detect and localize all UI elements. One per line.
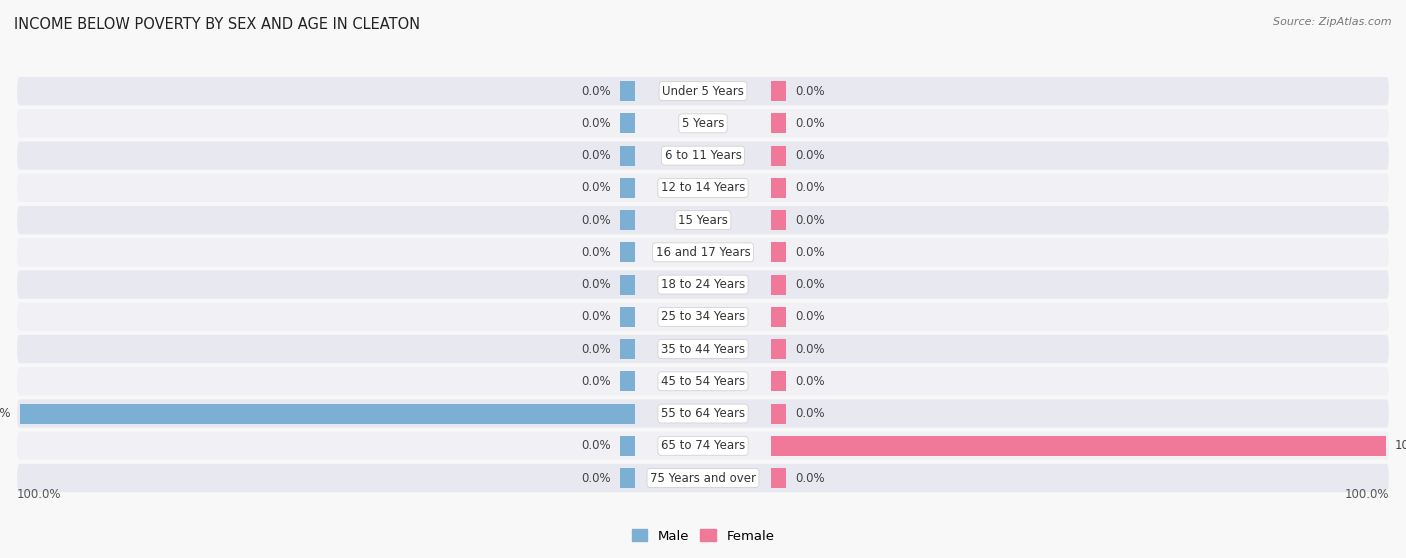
Text: 55 to 64 Years: 55 to 64 Years bbox=[661, 407, 745, 420]
Bar bbox=[620, 113, 636, 133]
FancyBboxPatch shape bbox=[17, 174, 1389, 202]
Bar bbox=[620, 468, 636, 488]
Bar bbox=[770, 146, 786, 166]
Text: 100.0%: 100.0% bbox=[1395, 439, 1406, 453]
Text: 100.0%: 100.0% bbox=[17, 488, 62, 501]
Bar bbox=[770, 242, 786, 262]
Text: 0.0%: 0.0% bbox=[796, 407, 825, 420]
Bar bbox=[620, 210, 636, 230]
FancyBboxPatch shape bbox=[17, 464, 1389, 492]
Bar bbox=[770, 113, 786, 133]
Bar bbox=[770, 307, 786, 327]
Bar bbox=[770, 210, 786, 230]
Bar bbox=[620, 436, 636, 456]
Text: 0.0%: 0.0% bbox=[796, 214, 825, 227]
FancyBboxPatch shape bbox=[17, 302, 1389, 331]
Text: INCOME BELOW POVERTY BY SEX AND AGE IN CLEATON: INCOME BELOW POVERTY BY SEX AND AGE IN C… bbox=[14, 17, 420, 32]
Text: 100.0%: 100.0% bbox=[1344, 488, 1389, 501]
Text: 0.0%: 0.0% bbox=[796, 149, 825, 162]
Text: 65 to 74 Years: 65 to 74 Years bbox=[661, 439, 745, 453]
FancyBboxPatch shape bbox=[17, 367, 1389, 396]
Text: 0.0%: 0.0% bbox=[796, 278, 825, 291]
Legend: Male, Female: Male, Female bbox=[626, 524, 780, 548]
FancyBboxPatch shape bbox=[17, 271, 1389, 299]
Text: 0.0%: 0.0% bbox=[581, 181, 610, 194]
Bar bbox=[620, 178, 636, 198]
Bar bbox=[620, 146, 636, 166]
Text: 0.0%: 0.0% bbox=[796, 472, 825, 484]
Text: 0.0%: 0.0% bbox=[796, 85, 825, 98]
Text: 0.0%: 0.0% bbox=[796, 246, 825, 259]
Bar bbox=[770, 339, 786, 359]
Text: 100.0%: 100.0% bbox=[0, 407, 11, 420]
Text: 0.0%: 0.0% bbox=[581, 375, 610, 388]
Text: 0.0%: 0.0% bbox=[796, 343, 825, 355]
Text: 0.0%: 0.0% bbox=[581, 149, 610, 162]
Text: 12 to 14 Years: 12 to 14 Years bbox=[661, 181, 745, 194]
Text: 0.0%: 0.0% bbox=[581, 310, 610, 323]
Text: 0.0%: 0.0% bbox=[581, 278, 610, 291]
Bar bbox=[620, 81, 636, 101]
Text: 0.0%: 0.0% bbox=[581, 343, 610, 355]
Text: 0.0%: 0.0% bbox=[581, 472, 610, 484]
Bar bbox=[770, 275, 786, 295]
Text: 15 Years: 15 Years bbox=[678, 214, 728, 227]
Text: 0.0%: 0.0% bbox=[581, 214, 610, 227]
Bar bbox=[20, 403, 636, 424]
FancyBboxPatch shape bbox=[17, 206, 1389, 234]
Text: 0.0%: 0.0% bbox=[796, 375, 825, 388]
Text: 0.0%: 0.0% bbox=[796, 181, 825, 194]
Text: 0.0%: 0.0% bbox=[581, 439, 610, 453]
Bar bbox=[620, 339, 636, 359]
Text: 25 to 34 Years: 25 to 34 Years bbox=[661, 310, 745, 323]
Text: 0.0%: 0.0% bbox=[581, 117, 610, 130]
Bar bbox=[620, 371, 636, 391]
Text: 16 and 17 Years: 16 and 17 Years bbox=[655, 246, 751, 259]
Text: 18 to 24 Years: 18 to 24 Years bbox=[661, 278, 745, 291]
Text: 0.0%: 0.0% bbox=[581, 246, 610, 259]
Bar bbox=[770, 436, 1386, 456]
FancyBboxPatch shape bbox=[17, 77, 1389, 105]
FancyBboxPatch shape bbox=[17, 109, 1389, 138]
FancyBboxPatch shape bbox=[17, 238, 1389, 267]
Text: 0.0%: 0.0% bbox=[581, 85, 610, 98]
Text: 6 to 11 Years: 6 to 11 Years bbox=[665, 149, 741, 162]
Text: 75 Years and over: 75 Years and over bbox=[650, 472, 756, 484]
FancyBboxPatch shape bbox=[17, 400, 1389, 428]
Bar bbox=[770, 468, 786, 488]
Bar bbox=[770, 178, 786, 198]
Text: 35 to 44 Years: 35 to 44 Years bbox=[661, 343, 745, 355]
Text: 0.0%: 0.0% bbox=[796, 310, 825, 323]
FancyBboxPatch shape bbox=[17, 431, 1389, 460]
Text: Source: ZipAtlas.com: Source: ZipAtlas.com bbox=[1274, 17, 1392, 27]
Text: 0.0%: 0.0% bbox=[796, 117, 825, 130]
Bar bbox=[620, 242, 636, 262]
FancyBboxPatch shape bbox=[17, 335, 1389, 363]
Bar bbox=[770, 403, 786, 424]
Bar bbox=[770, 371, 786, 391]
Text: Under 5 Years: Under 5 Years bbox=[662, 85, 744, 98]
Bar bbox=[770, 81, 786, 101]
FancyBboxPatch shape bbox=[17, 141, 1389, 170]
Text: 5 Years: 5 Years bbox=[682, 117, 724, 130]
Text: 45 to 54 Years: 45 to 54 Years bbox=[661, 375, 745, 388]
Bar bbox=[620, 275, 636, 295]
Bar bbox=[620, 307, 636, 327]
